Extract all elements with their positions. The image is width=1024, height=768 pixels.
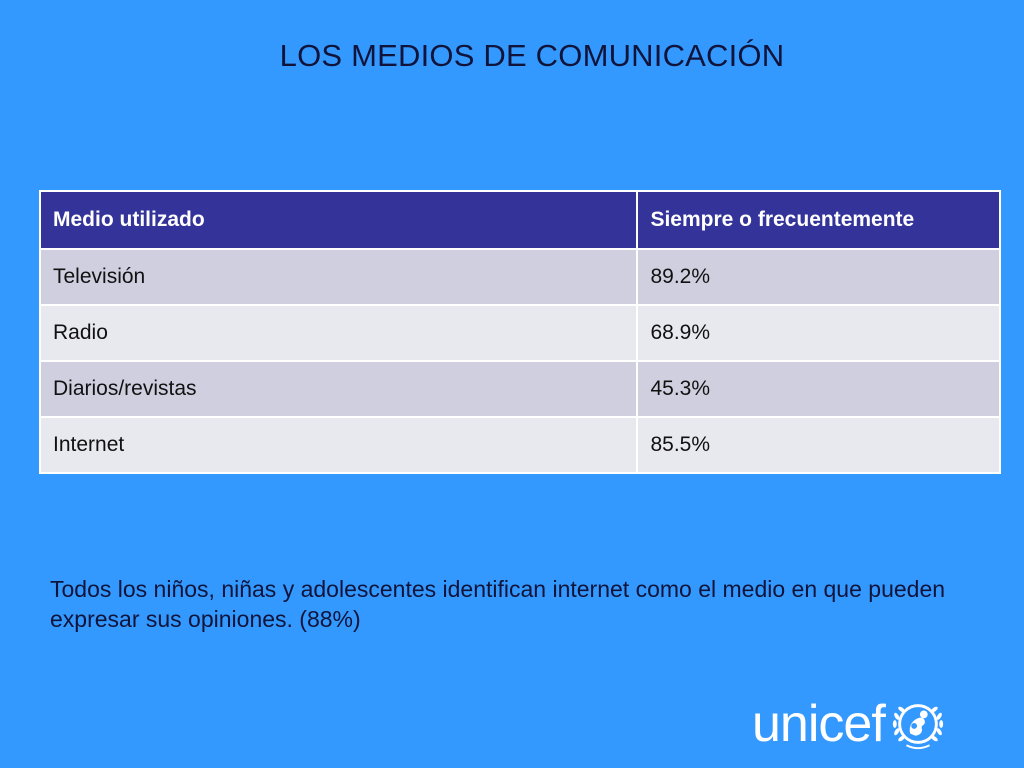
note-text: Todos los niños, niñas y adolescentes id… — [50, 576, 946, 632]
table-cell-medio: Diarios/revistas — [38, 360, 639, 418]
header-siempre-frecuentemente: Siempre o frecuentemente — [636, 190, 1001, 250]
table-row: Internet 85.5% — [38, 416, 1001, 474]
logo-wordmark: unicef — [752, 695, 886, 753]
table-row: Televisión 89.2% — [38, 248, 1001, 306]
unicef-emblem-icon — [892, 704, 943, 750]
table-cell-percent: 45.3% — [636, 360, 1001, 418]
media-usage-table: Medio utilizado Siempre o frecuentemente… — [38, 190, 1001, 474]
table-row: Diarios/revistas 45.3% — [38, 360, 1001, 418]
table-cell-percent: 85.5% — [636, 416, 1001, 474]
table-cell-medio: Internet — [38, 416, 639, 474]
header-medio-utilizado: Medio utilizado — [38, 190, 639, 250]
table-header-row: Medio utilizado Siempre o frecuentemente — [38, 190, 1001, 250]
table-row: Radio 68.9% — [38, 304, 1001, 362]
table-cell-medio: Televisión — [38, 248, 639, 306]
table-cell-percent: 68.9% — [636, 304, 1001, 362]
table-cell-medio: Radio — [38, 304, 639, 362]
table-cell-percent: 89.2% — [636, 248, 1001, 306]
slide-title: LOS MEDIOS DE COMUNICACIÓN — [279, 38, 785, 73]
unicef-logo: unicef — [752, 694, 947, 754]
